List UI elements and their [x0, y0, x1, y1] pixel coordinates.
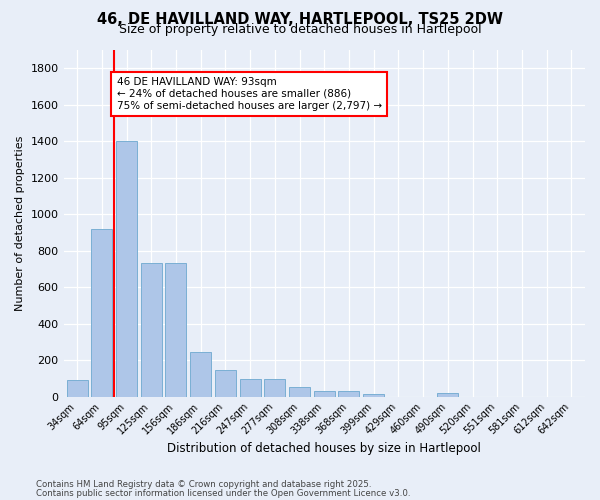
- Bar: [91, 229, 112, 396]
- Bar: [116, 141, 137, 397]
- Bar: [338, 391, 359, 396]
- Text: Contains public sector information licensed under the Open Government Licence v3: Contains public sector information licen…: [36, 488, 410, 498]
- Bar: [141, 264, 162, 396]
- Bar: [314, 391, 335, 396]
- Bar: [215, 370, 236, 396]
- Bar: [239, 380, 260, 396]
- Bar: [67, 380, 88, 396]
- Bar: [265, 380, 286, 396]
- Bar: [363, 394, 384, 396]
- Text: 46 DE HAVILLAND WAY: 93sqm
← 24% of detached houses are smaller (886)
75% of sem: 46 DE HAVILLAND WAY: 93sqm ← 24% of deta…: [116, 78, 382, 110]
- Text: Size of property relative to detached houses in Hartlepool: Size of property relative to detached ho…: [119, 22, 481, 36]
- Bar: [437, 393, 458, 396]
- Y-axis label: Number of detached properties: Number of detached properties: [15, 136, 25, 311]
- X-axis label: Distribution of detached houses by size in Hartlepool: Distribution of detached houses by size …: [167, 442, 481, 455]
- Text: 46, DE HAVILLAND WAY, HARTLEPOOL, TS25 2DW: 46, DE HAVILLAND WAY, HARTLEPOOL, TS25 2…: [97, 12, 503, 28]
- Bar: [289, 386, 310, 396]
- Text: Contains HM Land Registry data © Crown copyright and database right 2025.: Contains HM Land Registry data © Crown c…: [36, 480, 371, 489]
- Bar: [190, 352, 211, 397]
- Bar: [166, 264, 187, 396]
